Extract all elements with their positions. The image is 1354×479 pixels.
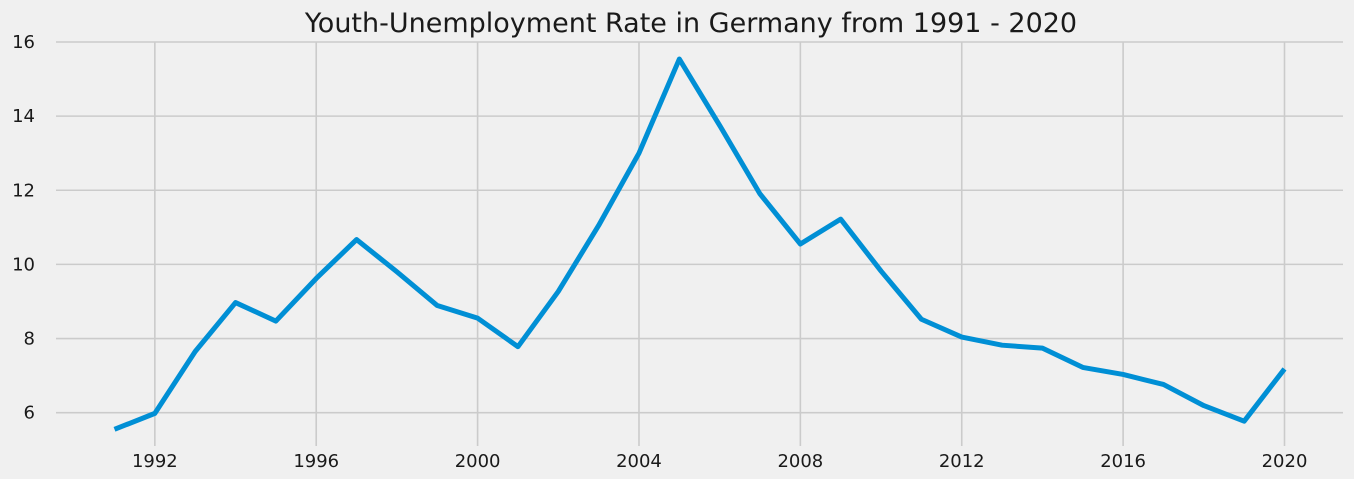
grid-lines: [56, 41, 1343, 446]
y-tick-label: 10: [12, 254, 35, 275]
x-tick-label: 2016: [1100, 451, 1146, 472]
y-tick-label: 14: [12, 106, 35, 127]
x-tick-label: 2020: [1262, 451, 1308, 472]
y-tick-label: 12: [12, 180, 35, 201]
chart-title: Youth-Unemployment Rate in Germany from …: [304, 8, 1077, 39]
x-tick-label: 1992: [132, 451, 178, 472]
tick-labels: 1992 1996 2000 2004 2008 2012 2016 2020 6 8 10 12 14…: [12, 32, 1307, 472]
series-line: [113, 56, 1287, 432]
y-tick-label: 6: [24, 403, 35, 424]
x-tick-label: 1996: [293, 451, 339, 472]
y-tick-label: 16: [12, 32, 35, 53]
series-layer: [113, 56, 1287, 432]
x-tick-label: 2008: [777, 451, 823, 472]
x-tick-label: 2000: [455, 451, 501, 472]
x-tick-label: 2012: [939, 451, 985, 472]
x-tick-label: 2004: [616, 451, 662, 472]
y-tick-label: 8: [24, 329, 35, 350]
